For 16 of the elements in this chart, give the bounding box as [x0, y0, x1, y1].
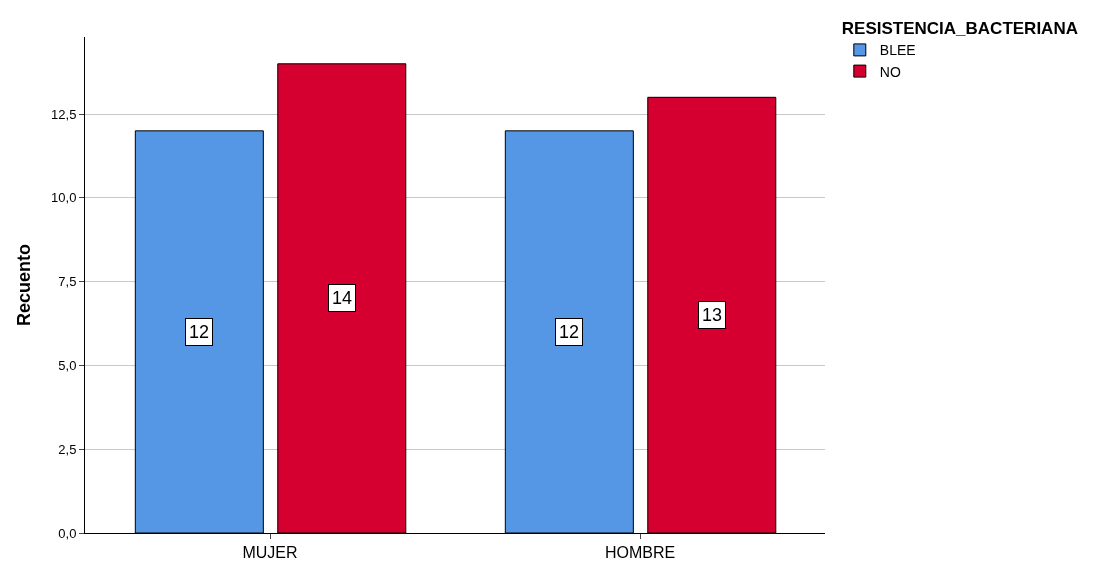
y-tick-label: 10,0 [51, 190, 77, 206]
y-tick-label: 12,5 [51, 106, 77, 122]
legend-label: BLEE [879, 42, 916, 59]
legend-label: NO [879, 63, 901, 80]
y-tick-label: 2,5 [58, 441, 77, 457]
y-tick-label: 0,0 [58, 525, 77, 541]
data-label: 12 [189, 322, 210, 342]
data-label: 12 [559, 322, 580, 342]
x-tick-label: MUJER [242, 544, 298, 562]
y-tick-label: 7,5 [58, 274, 77, 290]
data-label: 13 [702, 305, 723, 325]
x-tick-label: HOMBRE [604, 544, 676, 562]
data-label: 14 [332, 288, 353, 308]
legend-title: RESISTENCIA_BACTERIANA [841, 19, 1078, 39]
y-axis-title: Recuento [14, 243, 35, 327]
y-tick-label: 5,0 [58, 357, 77, 373]
